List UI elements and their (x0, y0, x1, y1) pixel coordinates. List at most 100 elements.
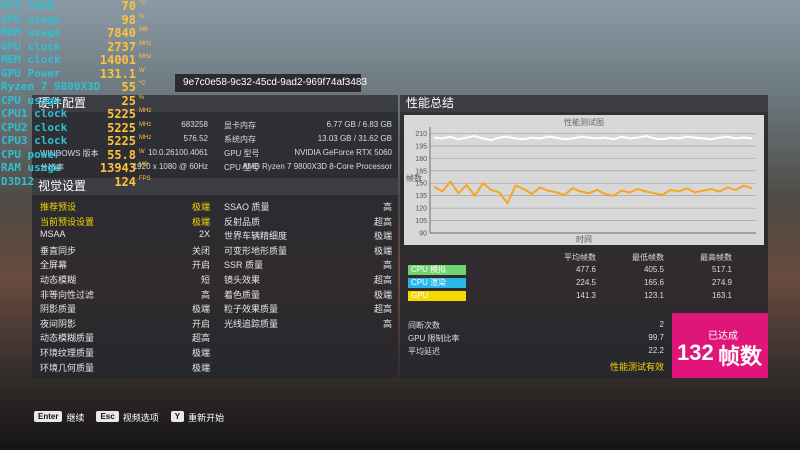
row-label: CPU 模拟 (408, 265, 466, 275)
key-action[interactable]: 视频选项 (122, 413, 159, 423)
setting-value: 关闭 (191, 245, 210, 256)
stat-label: 间断次数 (408, 321, 440, 330)
setting-value: 高 (200, 289, 210, 300)
y-tick-label: 120 (415, 206, 427, 213)
setting-value: 极端 (373, 231, 392, 242)
key-action[interactable]: 继续 (66, 413, 85, 423)
column-header: 最高帧数 (700, 253, 732, 262)
setting-label: 阴影质量 (40, 304, 77, 315)
osd-label: MEM usage (1, 26, 61, 39)
key-hint[interactable]: Y (170, 411, 185, 422)
setting-label: 推荐预设 (40, 202, 77, 212)
fps-value: 165.6 (643, 278, 664, 287)
key-hint[interactable]: Enter (34, 411, 63, 422)
setting-label: 镜头效果 (224, 275, 261, 285)
setting-label: 动态模糊 (40, 275, 77, 285)
osd-value: 5225 (107, 107, 136, 121)
setting-value: 2X (198, 229, 210, 240)
key-action[interactable]: 重新开始 (188, 413, 225, 423)
setting-label: 环境纹理质量 (40, 348, 95, 358)
panel-title: 性能总结 (400, 95, 768, 112)
osd-value: 131.1 (99, 66, 136, 81)
setting-label: 反射品质 (224, 216, 261, 227)
osd-unit: % (139, 13, 145, 20)
setting-label: 全屏幕 (40, 260, 68, 271)
osd-value: 55 (121, 80, 136, 94)
stat-label: 平均延迟 (408, 347, 440, 356)
setting-label: GPU 型号 (224, 149, 260, 158)
y-tick-label: 165 (415, 168, 427, 175)
y-tick-label: 135 (415, 193, 427, 200)
osd-label: RAM usage (1, 161, 61, 174)
performance-panel: 性能总结 性能测试图 帧数 时间 90 105 120 135 150 165 180 195 210 平… (400, 95, 768, 378)
osd-label: GPU clock (1, 39, 61, 53)
x-axis-label: 时间 (576, 234, 592, 244)
osd-value: 98 (121, 12, 136, 27)
setting-value: 超高 (373, 216, 392, 227)
setting-label: SSAO 质量 (224, 202, 270, 212)
y-tick-label: 105 (415, 218, 427, 225)
osd-value: 55.8 (107, 147, 136, 162)
setting-label: 系统内存 (224, 135, 256, 144)
osd-unit: MHz (139, 40, 152, 47)
valid-status: 性能测试有效 (609, 362, 664, 372)
badge-unit: 帧数 (718, 344, 763, 369)
setting-value: 极端 (191, 216, 210, 227)
setting-value: 6.77 GB / 6.83 GB (326, 120, 392, 129)
setting-label: 世界车辆精细度 (224, 231, 288, 242)
osd-unit: °C (139, 81, 146, 87)
visual-panel: 视觉设置 推荐预设 极端 当前预设设置 极端 MSAA 2X 垂直同步 关闭 全屏幕 开启 动态模糊短… (32, 178, 398, 378)
setting-label: 动态模糊质量 (40, 333, 95, 344)
osd-unit: % (139, 94, 145, 101)
column-header: 平均帧数 (564, 253, 596, 262)
hardware-panel: 硬件配置 683258 576.52 WINDOWS 版本 10.0.26100.406… (32, 95, 398, 181)
setting-label: 当前预设设置 (40, 216, 95, 227)
chart-title: 性能测试图 (564, 117, 604, 127)
y-tick-label: 180 (415, 156, 427, 163)
fps-value: 274.9 (711, 278, 732, 287)
osd-value: 13943 (99, 161, 136, 175)
setting-value: 极端 (191, 304, 210, 315)
setting-value: 高 (382, 260, 392, 271)
osd-label: CPU3 clock (1, 134, 68, 147)
stat-value: 99.7 (648, 333, 664, 342)
row-label: GPU (408, 291, 466, 301)
setting-value: 极端 (191, 362, 210, 373)
setting-value: 超高 (373, 304, 392, 315)
setting-label: 可变形地形质量 (224, 245, 288, 256)
fps-line (433, 179, 753, 206)
column-header: 最低帧数 (632, 253, 664, 262)
y-tick-label: 90 (419, 231, 427, 238)
osd-unit: MHz (139, 54, 152, 60)
osd-unit: FPS (139, 175, 151, 182)
osd-label: MEM clock (1, 53, 61, 66)
y-tick-label: 150 (415, 181, 427, 188)
setting-label: 分辨率 (40, 163, 64, 172)
setting-value: 超高 (191, 333, 210, 344)
osd-label: GPU usage (1, 12, 61, 26)
setting-value: 超高 (373, 275, 392, 285)
fps-value: 224.5 (575, 278, 596, 287)
fps-line (433, 134, 753, 142)
badge-caption: 已达成 (708, 331, 738, 342)
y-tick-label: 210 (415, 131, 427, 138)
setting-label: 光线追踪质量 (224, 318, 279, 329)
fps-value: 163.1 (711, 291, 732, 300)
setting-label: 环境几何质量 (40, 362, 95, 373)
key-hint[interactable]: Esc (96, 411, 119, 422)
osd-value: 14001 (99, 53, 136, 67)
setting-label: 显卡内存 (224, 121, 256, 130)
setting-label: CPU 型号 (224, 163, 260, 172)
osd-value: 5225 (107, 120, 136, 135)
setting-value: NVIDIA GeForce RTX 5060 (294, 148, 392, 157)
osd-unit: MHz (139, 121, 152, 128)
y-axis-label: 帧数 (406, 173, 422, 183)
stat-label: GPU 限制比率 (408, 334, 460, 343)
badge-fps: 132 (677, 340, 714, 365)
osd-label: Ryzen 7 9800X3D (1, 80, 101, 93)
setting-label: 粒子效果质量 (224, 304, 279, 315)
osd-unit: MHz (139, 135, 152, 141)
row-label: CPU 渲染 (408, 278, 466, 288)
osd-label: CPU2 clock (1, 120, 68, 134)
